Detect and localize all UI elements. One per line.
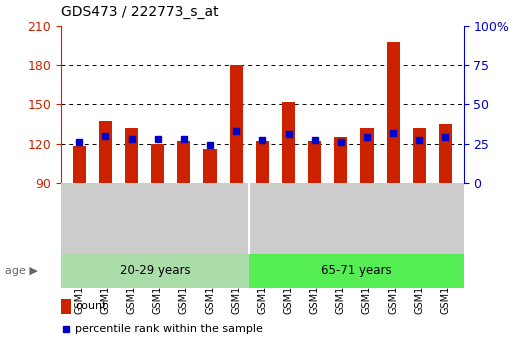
Bar [360, 128, 374, 183]
Text: percentile rank within the sample: percentile rank within the sample [75, 325, 263, 334]
Bar [229, 65, 243, 183]
Bar [308, 141, 321, 183]
Bar [413, 128, 426, 183]
Bar [125, 128, 138, 183]
Text: 20-29 years: 20-29 years [120, 264, 190, 277]
Bar [439, 124, 452, 183]
Text: 65-71 years: 65-71 years [321, 264, 392, 277]
Bar [282, 102, 295, 183]
Text: age ▶: age ▶ [5, 266, 38, 276]
Bar [386, 41, 400, 183]
Bar [178, 141, 190, 183]
Bar [61, 299, 71, 314]
Bar [249, 254, 464, 288]
Bar [61, 254, 249, 288]
Bar [334, 137, 347, 183]
Bar [99, 121, 112, 183]
Bar [256, 141, 269, 183]
Bar [73, 146, 86, 183]
Text: count: count [75, 301, 107, 311]
Bar [204, 149, 217, 183]
Text: GDS473 / 222773_s_at: GDS473 / 222773_s_at [61, 5, 218, 19]
Bar [151, 144, 164, 183]
